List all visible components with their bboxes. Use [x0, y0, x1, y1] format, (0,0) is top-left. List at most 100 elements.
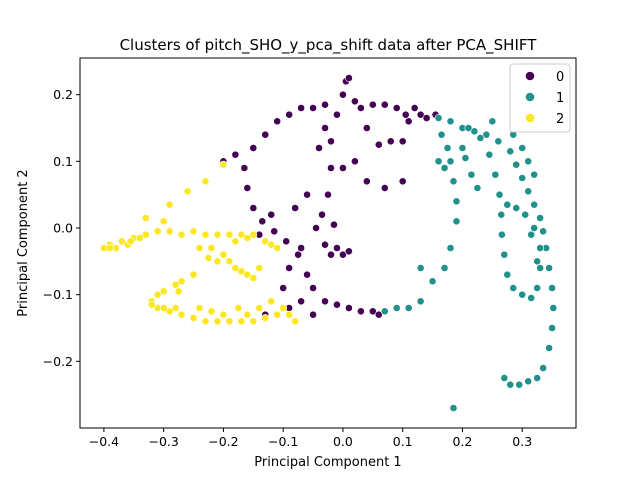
data-point-cluster-2 — [204, 254, 213, 262]
legend: 0 1 2 — [509, 63, 571, 133]
data-point-cluster-0 — [330, 220, 338, 229]
y-tick-label: 0.2 — [53, 87, 73, 102]
x-tick-label: 0.1 — [393, 434, 413, 449]
data-point-cluster-0 — [350, 157, 359, 166]
y-tick-label: −0.2 — [43, 354, 73, 369]
data-point-cluster-2 — [231, 237, 240, 246]
data-point-cluster-1 — [506, 147, 515, 156]
data-point-cluster-1 — [518, 144, 527, 152]
data-point-cluster-0 — [318, 210, 326, 219]
data-point-cluster-1 — [524, 157, 533, 166]
data-point-cluster-0 — [327, 164, 335, 172]
data-point-cluster-0 — [410, 104, 419, 112]
data-point-cluster-2 — [249, 230, 258, 239]
data-point-cluster-2 — [267, 240, 276, 249]
data-point-cluster-2 — [141, 230, 150, 239]
data-point-cluster-2 — [219, 160, 228, 169]
data-point-cluster-0 — [398, 177, 407, 186]
data-point-cluster-1 — [452, 217, 461, 226]
data-point-cluster-1 — [416, 297, 425, 306]
data-point-cluster-0 — [279, 284, 288, 292]
data-point-cluster-0 — [368, 100, 377, 109]
data-point-cluster-1 — [434, 157, 443, 166]
data-point-cluster-0 — [312, 224, 320, 232]
data-point-cluster-2 — [261, 314, 270, 322]
data-point-cluster-0 — [315, 144, 323, 152]
data-point-cluster-0 — [321, 240, 329, 249]
data-point-cluster-0 — [285, 264, 294, 272]
data-point-cluster-1 — [536, 264, 545, 272]
data-point-cluster-2 — [201, 317, 210, 326]
data-point-cluster-1 — [530, 224, 539, 232]
data-point-cluster-1 — [500, 250, 509, 259]
data-point-cluster-1 — [464, 124, 473, 132]
data-point-cluster-2 — [207, 307, 216, 316]
data-point-cluster-1 — [494, 137, 503, 146]
y-tick-label: −0.1 — [43, 287, 73, 302]
data-point-cluster-1 — [548, 284, 556, 292]
data-point-cluster-2 — [207, 244, 216, 252]
data-point-cluster-0 — [345, 247, 353, 256]
data-point-cluster-0 — [422, 114, 431, 122]
data-point-cluster-1 — [536, 244, 545, 252]
data-point-cluster-0 — [309, 284, 317, 292]
data-point-cluster-0 — [386, 137, 395, 146]
data-point-cluster-2 — [153, 227, 162, 236]
data-point-cluster-0 — [362, 124, 371, 132]
data-point-cluster-2 — [249, 317, 258, 326]
data-point-cluster-1 — [497, 230, 506, 239]
x-tick-label: 0.0 — [333, 434, 353, 449]
data-point-cluster-1 — [446, 157, 455, 166]
x-tick-label: −0.3 — [148, 434, 178, 449]
axes-border — [79, 57, 577, 429]
data-point-cluster-2 — [105, 244, 114, 252]
data-point-cluster-0 — [267, 210, 276, 219]
data-point-cluster-0 — [339, 90, 347, 99]
data-point-cluster-0 — [321, 124, 329, 132]
data-point-cluster-2 — [243, 310, 252, 319]
data-point-cluster-2 — [273, 310, 282, 319]
data-point-cluster-2 — [261, 237, 270, 246]
data-point-cluster-2 — [225, 230, 234, 239]
data-point-cluster-2 — [279, 304, 288, 312]
data-point-cluster-0 — [327, 137, 335, 146]
data-point-cluster-2 — [201, 230, 210, 239]
data-point-cluster-1 — [380, 307, 389, 316]
data-point-cluster-1 — [530, 170, 539, 179]
data-point-cluster-2 — [174, 287, 183, 296]
legend-label-1: 1 — [556, 91, 564, 106]
data-point-cluster-1 — [497, 210, 506, 219]
data-point-cluster-1 — [518, 174, 527, 182]
data-point-cluster-1 — [515, 380, 524, 389]
data-point-cluster-2 — [291, 317, 300, 326]
x-axis-ticks: −0.4 −0.3 −0.2 −0.1 0.0 0.1 0.2 0.3 — [89, 428, 532, 449]
data-point-cluster-2 — [255, 264, 264, 272]
data-point-cluster-2 — [153, 290, 162, 299]
data-point-cluster-1 — [548, 324, 556, 332]
data-point-cluster-1 — [533, 257, 542, 266]
data-point-cluster-2 — [201, 177, 210, 186]
data-point-cluster-1 — [440, 164, 449, 172]
data-point-cluster-0 — [401, 110, 410, 119]
data-point-cluster-0 — [339, 250, 347, 259]
data-point-cluster-1 — [392, 304, 401, 312]
data-point-cluster-1 — [416, 264, 425, 272]
data-point-cluster-1 — [533, 284, 542, 292]
y-axis-ticks: −0.2 −0.1 0.0 0.1 0.2 — [43, 87, 80, 369]
data-point-cluster-0 — [345, 304, 353, 312]
data-point-cluster-2 — [177, 277, 186, 286]
legend-box — [509, 63, 571, 133]
data-point-cluster-0 — [273, 117, 282, 126]
data-point-cluster-1 — [512, 160, 521, 169]
data-point-cluster-2 — [255, 304, 264, 312]
data-point-cluster-0 — [285, 110, 294, 119]
data-point-cluster-1 — [446, 244, 455, 252]
data-point-cluster-1 — [495, 190, 504, 199]
data-point-cluster-2 — [171, 304, 180, 312]
data-point-cluster-0 — [294, 250, 303, 259]
plot-area — [79, 57, 577, 429]
data-point-cluster-1 — [536, 214, 545, 222]
data-point-cluster-2 — [243, 234, 252, 242]
data-point-cluster-2 — [213, 257, 222, 266]
